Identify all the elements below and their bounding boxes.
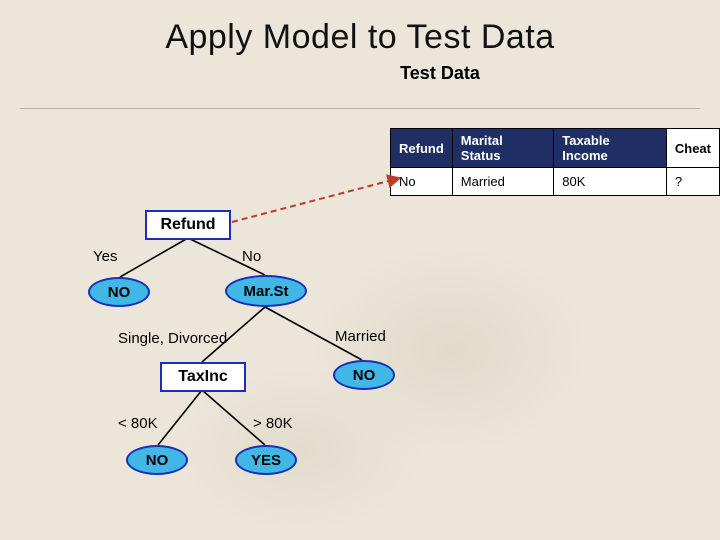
node-marst: Mar.St <box>225 275 307 307</box>
node-yes-bottom: YES <box>235 445 297 475</box>
table-header-row: Refund Marital Status Taxable Income Che… <box>391 129 720 168</box>
table-row: No Married 80K ? <box>391 168 720 196</box>
edge-label-married: Married <box>335 328 386 345</box>
col-refund: Refund <box>391 129 453 168</box>
node-no-left: NO <box>88 277 150 307</box>
page-title: Apply Model to Test Data <box>0 0 720 57</box>
cell-income: 80K <box>554 168 667 196</box>
node-no-right: NO <box>333 360 395 390</box>
node-no-bottom: NO <box>126 445 188 475</box>
col-cheat: Cheat <box>666 129 719 168</box>
edge-label-single-divorced: Single, Divorced <box>118 330 227 347</box>
col-marital: Marital Status <box>452 129 553 168</box>
cell-cheat: ? <box>666 168 719 196</box>
divider <box>20 108 700 109</box>
edge-label-lt80k: < 80K <box>118 415 158 432</box>
node-taxinc: TaxInc <box>160 362 246 392</box>
test-data-table: Refund Marital Status Taxable Income Che… <box>390 128 720 196</box>
edge-label-gt80k: > 80K <box>253 415 293 432</box>
edge-label-yes: Yes <box>93 248 117 265</box>
cell-marital: Married <box>452 168 553 196</box>
subtitle: Test Data <box>160 63 720 84</box>
cell-refund: No <box>391 168 453 196</box>
node-refund: Refund <box>145 210 231 240</box>
col-income: Taxable Income <box>554 129 667 168</box>
edge-label-no: No <box>242 248 261 265</box>
